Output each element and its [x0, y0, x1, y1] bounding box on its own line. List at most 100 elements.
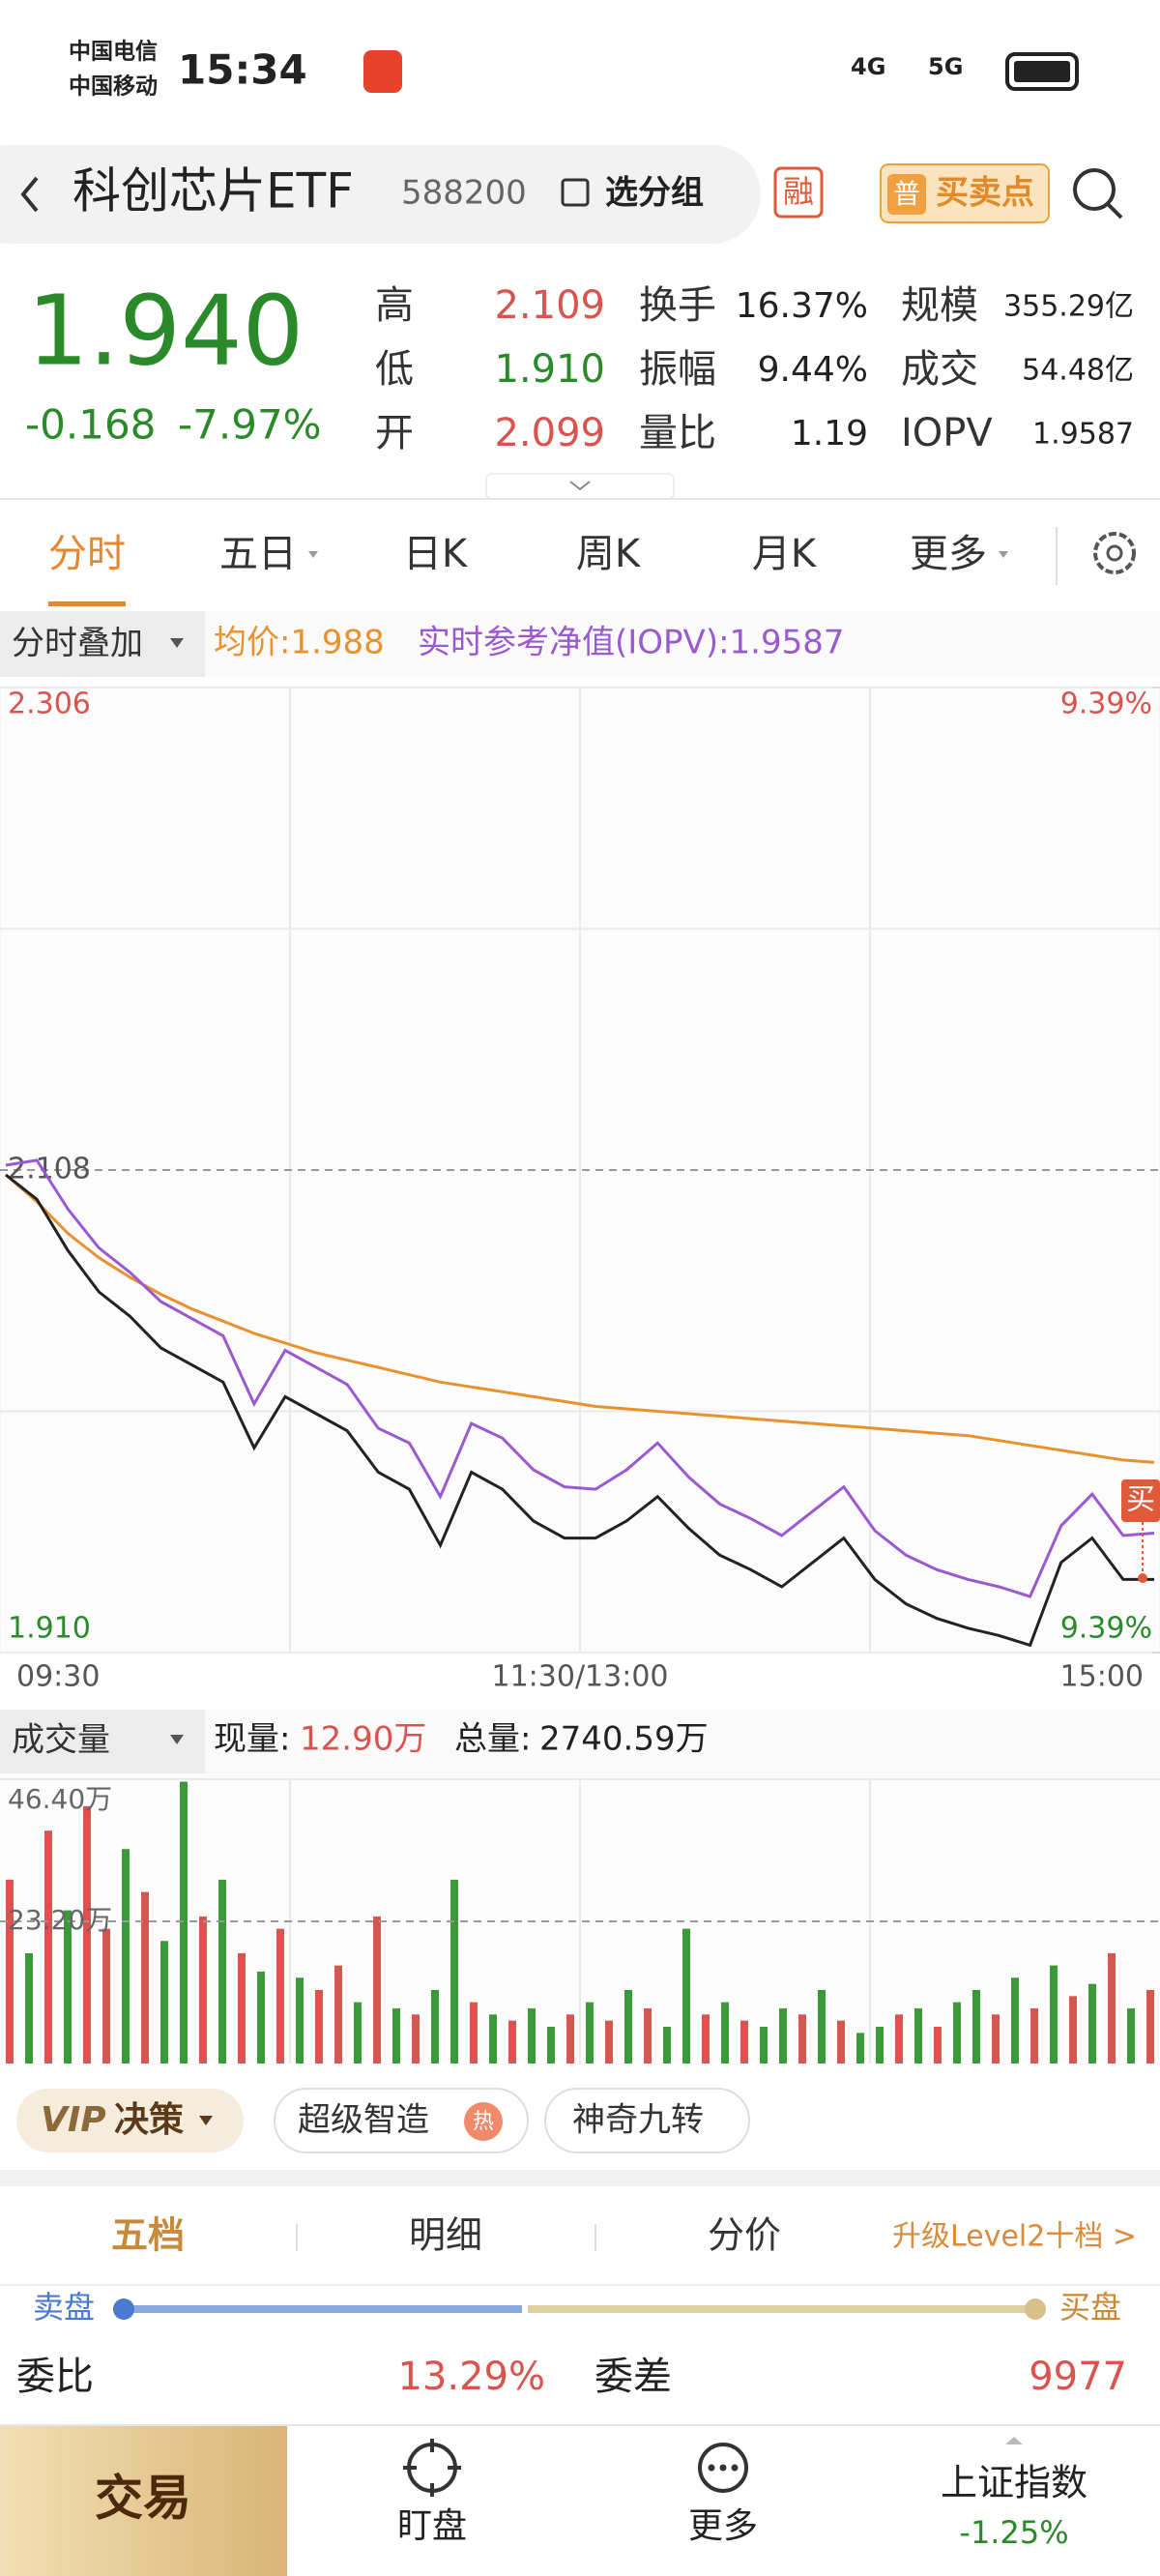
network: 4G	[851, 53, 885, 80]
search-handle	[1106, 202, 1123, 220]
vip-caret	[199, 2116, 213, 2125]
pill-label: 神奇九转	[572, 2101, 704, 2140]
pill-label: 超级智造	[298, 2101, 429, 2140]
vol-title: 成交量	[12, 1721, 110, 1760]
volume-bar	[721, 2002, 729, 2064]
x-tick-label: 09:30	[16, 1660, 100, 1694]
network: 5G	[928, 53, 963, 80]
pill[interactable]	[274, 2088, 529, 2153]
weibi-value: 13.29%	[397, 2355, 545, 2399]
volume-bar	[837, 2020, 845, 2064]
tab[interactable]: 分时	[48, 532, 126, 576]
expand-tab[interactable]	[485, 473, 675, 500]
sell-bar	[124, 2305, 522, 2313]
tab[interactable]: 日K	[403, 532, 469, 576]
y-tick-label: 2.306	[8, 688, 91, 721]
weicha-label: 委差	[594, 2355, 672, 2399]
overlay-caret	[170, 638, 184, 648]
panel-tab[interactable]: 五档	[111, 2214, 185, 2257]
tab[interactable]: 周K	[576, 532, 642, 576]
pill[interactable]	[544, 2088, 750, 2153]
back-button[interactable]	[20, 176, 39, 213]
tab[interactable]: 月K	[752, 532, 818, 576]
tab[interactable]: 更多	[910, 532, 987, 576]
volume-bar	[644, 2007, 652, 2064]
tab[interactable]: 五日	[219, 532, 297, 576]
vol-box[interactable]	[0, 1710, 205, 1773]
volume-bar	[238, 1952, 246, 2064]
header-bg	[0, 145, 761, 244]
field-value: 1.19	[791, 414, 868, 454]
volume-bar	[798, 2014, 806, 2064]
panel-tab[interactable]: 分价	[708, 2214, 781, 2257]
margin-tag: 融	[783, 173, 814, 210]
field-value: 2.109	[494, 283, 605, 328]
sell-label: 卖盘	[33, 2289, 95, 2326]
search-icon[interactable]	[1073, 168, 1116, 211]
field-value: 1.910	[494, 347, 605, 392]
volume-bar	[914, 2007, 922, 2064]
clock: 15:34	[178, 46, 307, 94]
more-dot	[731, 2464, 739, 2472]
volume-bar	[547, 2026, 555, 2064]
field-value: 54.48亿	[1022, 354, 1134, 388]
volume-bar	[1127, 2007, 1135, 2064]
nav-item[interactable]: 盯盘	[397, 2506, 467, 2546]
volume-bar	[566, 2014, 574, 2064]
volume-bar	[122, 1849, 130, 2064]
weicha-value: 9977	[1029, 2355, 1127, 2399]
volume-bar	[25, 1952, 33, 2064]
volume-bar	[199, 1916, 207, 2064]
sell-dot	[113, 2298, 134, 2320]
volume-bar	[6, 1879, 14, 2064]
volume-bar	[895, 2014, 903, 2064]
volume-bar	[818, 1989, 826, 2064]
trade-button[interactable]: 交易	[95, 2471, 191, 2527]
section-gap	[0, 2170, 1160, 2186]
buypoint-button[interactable]: 买卖点	[936, 174, 1034, 213]
settings-icon[interactable]	[1093, 532, 1136, 574]
vol-total: 2740.59万	[539, 1720, 709, 1759]
badge: 普	[893, 178, 920, 210]
upgrade-link[interactable]: 升级Level2十档 >	[892, 2220, 1137, 2254]
vol-current: 12.90万	[300, 1720, 426, 1759]
index-name[interactable]: 上证指数	[941, 2462, 1088, 2504]
volume-bar	[180, 1781, 188, 2064]
field-label: 成交	[901, 347, 978, 392]
y2-tick-label: 9.39%	[1060, 688, 1152, 721]
volume-bar	[1030, 2007, 1038, 2064]
field-label: 规模	[901, 283, 978, 328]
margin-box	[773, 166, 824, 219]
expand-chevron	[569, 481, 591, 491]
tab-caret	[999, 551, 1008, 558]
more-icon	[698, 2443, 748, 2493]
volume-bar	[431, 1989, 439, 2064]
volume-bar	[1088, 1983, 1096, 2064]
volume-bar	[470, 2002, 478, 2064]
trade-button-bg[interactable]	[0, 2426, 287, 2576]
change: -0.168	[25, 401, 156, 449]
battery	[1005, 52, 1079, 91]
legend-avg: 均价:1.988	[214, 624, 385, 662]
tab-caret	[308, 551, 318, 558]
volume-bar	[276, 1928, 284, 2064]
carrier: 中国电信	[69, 39, 158, 65]
legend-iopv: 实时参考净值(IOPV):1.9587	[418, 624, 845, 662]
volume-bar	[315, 1989, 323, 2064]
volume-bar	[373, 1916, 381, 2064]
panel-tab[interactable]: 明细	[409, 2214, 482, 2257]
overlay-box[interactable]	[0, 611, 205, 677]
field-label: 高	[375, 283, 414, 328]
buy-marker-dot	[1138, 1573, 1147, 1583]
group-button[interactable]: 选分组	[605, 174, 704, 213]
nav-item[interactable]: 更多	[688, 2506, 758, 2546]
volume-bar	[663, 2026, 671, 2064]
volume-bar	[586, 2002, 594, 2064]
vip-pill[interactable]	[16, 2089, 244, 2152]
volume-bar	[257, 1971, 265, 2064]
volume-bar	[1050, 1965, 1058, 2064]
volume-bar	[392, 2007, 400, 2064]
hot-label: 热	[473, 2110, 494, 2134]
x-tick-label: 11:30/13:00	[491, 1660, 668, 1694]
